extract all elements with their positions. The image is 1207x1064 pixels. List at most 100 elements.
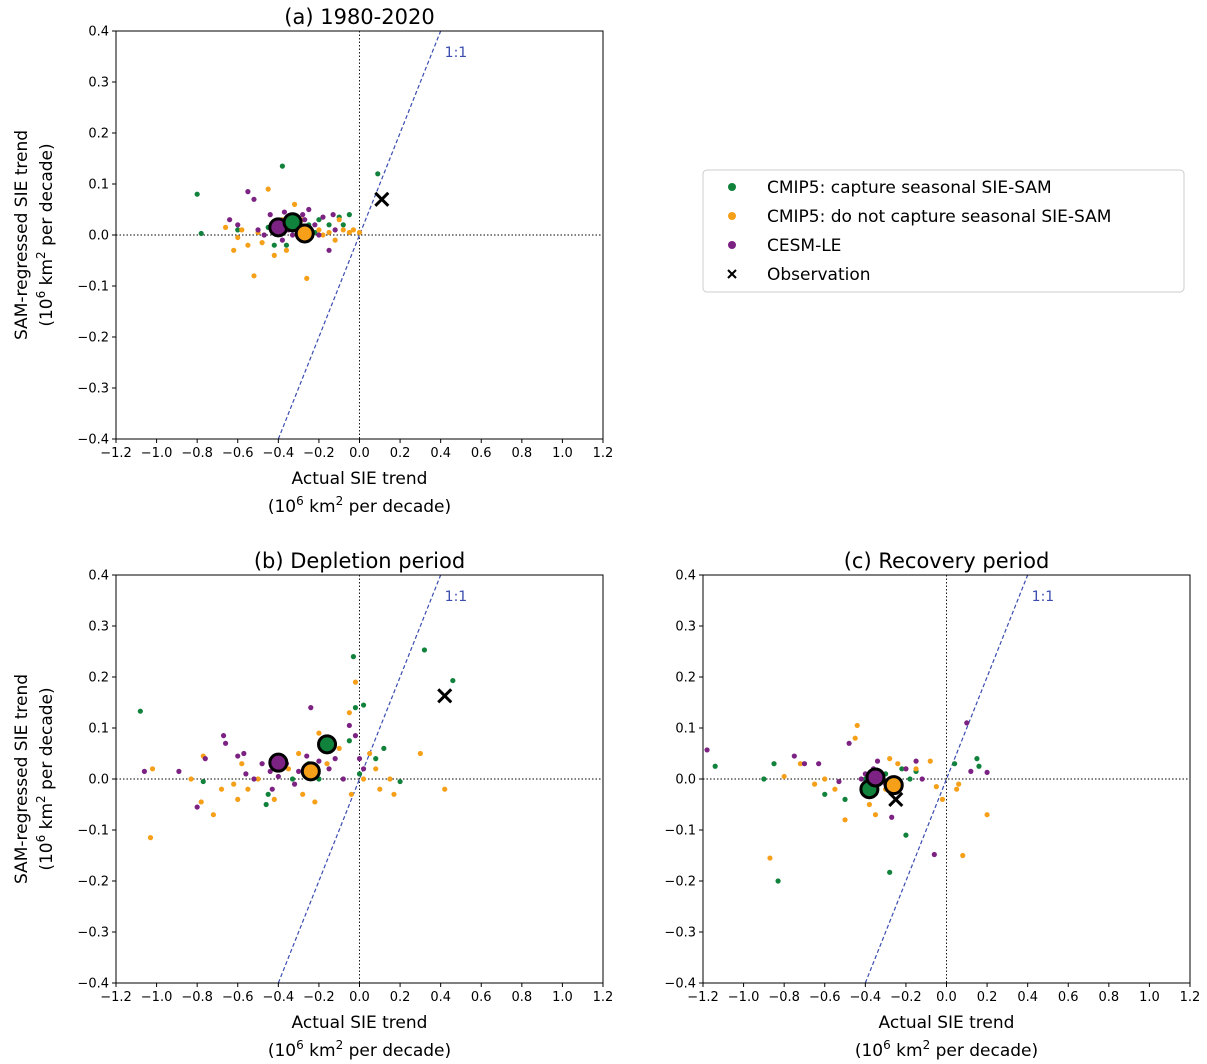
- point-cmip5-not: [391, 791, 397, 797]
- y-tick-label: 0.0: [88, 773, 109, 788]
- x-axis-unit-label: (106 km2 per decade): [268, 1038, 451, 1061]
- y-tick-label: −0.1: [77, 824, 109, 839]
- one-to-one-label: 1:1: [445, 589, 468, 605]
- x-axis-label: Actual SIE trend: [879, 1013, 1015, 1033]
- panel-title: (a) 1980-2020: [284, 5, 434, 29]
- point-cmip5-not: [285, 766, 292, 772]
- y-tick-label: 0.1: [88, 178, 109, 193]
- point-cmip5-not: [255, 776, 261, 782]
- point-cmip5-capture: [283, 242, 290, 248]
- y-tick-label: −0.4: [77, 433, 109, 448]
- point-cesm: [340, 776, 346, 782]
- legend-label: CESM-LE: [767, 236, 841, 256]
- x-tick-label: −1.2: [100, 990, 132, 1005]
- x-tick-label: 0.8: [511, 446, 532, 461]
- point-cesm: [919, 776, 925, 782]
- x-axis-unit-label: (106 km2 per decade): [855, 1038, 1038, 1061]
- legend-item-cmip5-not: CMIP5: do not capture seasonal SIE-SAM: [728, 207, 1111, 227]
- x-tick-label: −0.6: [809, 990, 841, 1005]
- point-cesm: [259, 761, 265, 767]
- point-cmip5-capture: [822, 791, 828, 797]
- x-tick-label: −0.4: [263, 990, 295, 1005]
- point-cmip5-not: [866, 801, 872, 808]
- point-cmip5-capture: [974, 756, 980, 762]
- point-cesm: [308, 705, 314, 711]
- point-cmip5-not: [316, 730, 322, 736]
- x-tick-label: −1.0: [141, 446, 173, 461]
- y-axis-label: SAM-regressed SIE trend: [12, 674, 32, 884]
- point-cmip5-not: [251, 273, 257, 279]
- y-axis-label: SAM-regressed SIE trend: [12, 130, 32, 340]
- point-cmip5-not: [960, 852, 966, 859]
- point-cmip5-capture: [952, 761, 958, 767]
- y-tick-label: −0.2: [664, 875, 696, 890]
- point-cmip5-not: [417, 750, 423, 757]
- point-cmip5-not: [350, 227, 357, 233]
- point-cesm: [267, 768, 273, 774]
- point-cmip5-not: [312, 799, 318, 805]
- point-cmip5-capture: [346, 738, 352, 744]
- point-cmip5-not: [887, 756, 893, 762]
- point-cesm: [235, 222, 241, 228]
- point-cmip5-capture: [761, 776, 767, 782]
- point-cmip5-capture: [340, 222, 346, 228]
- point-cmip5-not: [340, 227, 346, 233]
- y-tick-label: 0.2: [675, 671, 696, 686]
- mean-marker-cmip5-not: [300, 761, 321, 782]
- point-cesm: [275, 773, 281, 780]
- point-cmip5-capture: [352, 705, 359, 711]
- point-cmip5-not: [271, 796, 277, 803]
- point-cmip5-not: [147, 835, 154, 841]
- point-cesm: [304, 753, 310, 759]
- point-cesm: [326, 766, 332, 772]
- point-cmip5-not: [300, 791, 306, 797]
- y-tick-label: −0.2: [77, 331, 109, 346]
- point-cesm: [858, 776, 864, 782]
- point-cesm: [281, 209, 288, 215]
- panel-c: (c) Recovery period 1:1 −1.2 −1.0 −0.8 −0.6 −0…: [664, 549, 1200, 1061]
- observation-marker: [888, 791, 904, 807]
- y-tick-label: −0.1: [664, 824, 696, 839]
- point-cesm: [846, 740, 852, 746]
- point-cmip5-not: [367, 750, 373, 757]
- point-cmip5-not: [933, 784, 939, 790]
- legend-label: CMIP5: do not capture seasonal SIE-SAM: [767, 207, 1111, 227]
- point-cesm: [255, 227, 261, 233]
- point-cesm: [332, 756, 338, 762]
- point-cmip5-not: [373, 766, 379, 772]
- point-cmip5-capture: [373, 756, 379, 762]
- point-cmip5-capture: [279, 163, 285, 169]
- point-cmip5-capture: [198, 230, 204, 237]
- point-cmip5-capture: [350, 654, 357, 660]
- point-cmip5-not: [442, 786, 448, 792]
- point-cmip5-capture: [360, 702, 367, 708]
- point-cmip5-capture: [200, 778, 206, 785]
- point-cmip5-not: [346, 229, 352, 236]
- point-cmip5-not: [939, 796, 946, 803]
- point-cmip5-capture: [263, 801, 269, 808]
- point-cmip5-capture: [326, 222, 332, 228]
- panel-title: (b) Depletion period: [254, 549, 465, 573]
- x-tick-label: 1.2: [593, 990, 614, 1005]
- point-cesm: [356, 756, 363, 762]
- point-cmip5-capture: [289, 776, 296, 782]
- point-cmip5-not: [387, 776, 393, 782]
- point-cmip5-not: [296, 750, 302, 757]
- panel-title: (c) Recovery period: [844, 549, 1050, 573]
- point-cmip5-not: [188, 776, 194, 782]
- x-tick-label: 0.4: [430, 990, 451, 1005]
- point-cesm: [235, 753, 241, 759]
- y-tick-label: −0.4: [664, 977, 696, 992]
- x-tick-label: 1.2: [593, 446, 614, 461]
- x-tick-label: −0.2: [303, 990, 335, 1005]
- point-cmip5-capture: [450, 677, 456, 684]
- x-tick-label: −1.0: [141, 990, 173, 1005]
- point-cmip5-capture: [887, 869, 893, 875]
- legend-marker: [727, 269, 737, 279]
- point-cesm: [296, 768, 302, 774]
- y-tick-label: −0.4: [77, 977, 109, 992]
- point-cesm: [352, 733, 359, 739]
- point-cmip5-capture: [381, 745, 387, 752]
- scatter-points: [704, 720, 990, 884]
- point-cesm: [261, 232, 267, 238]
